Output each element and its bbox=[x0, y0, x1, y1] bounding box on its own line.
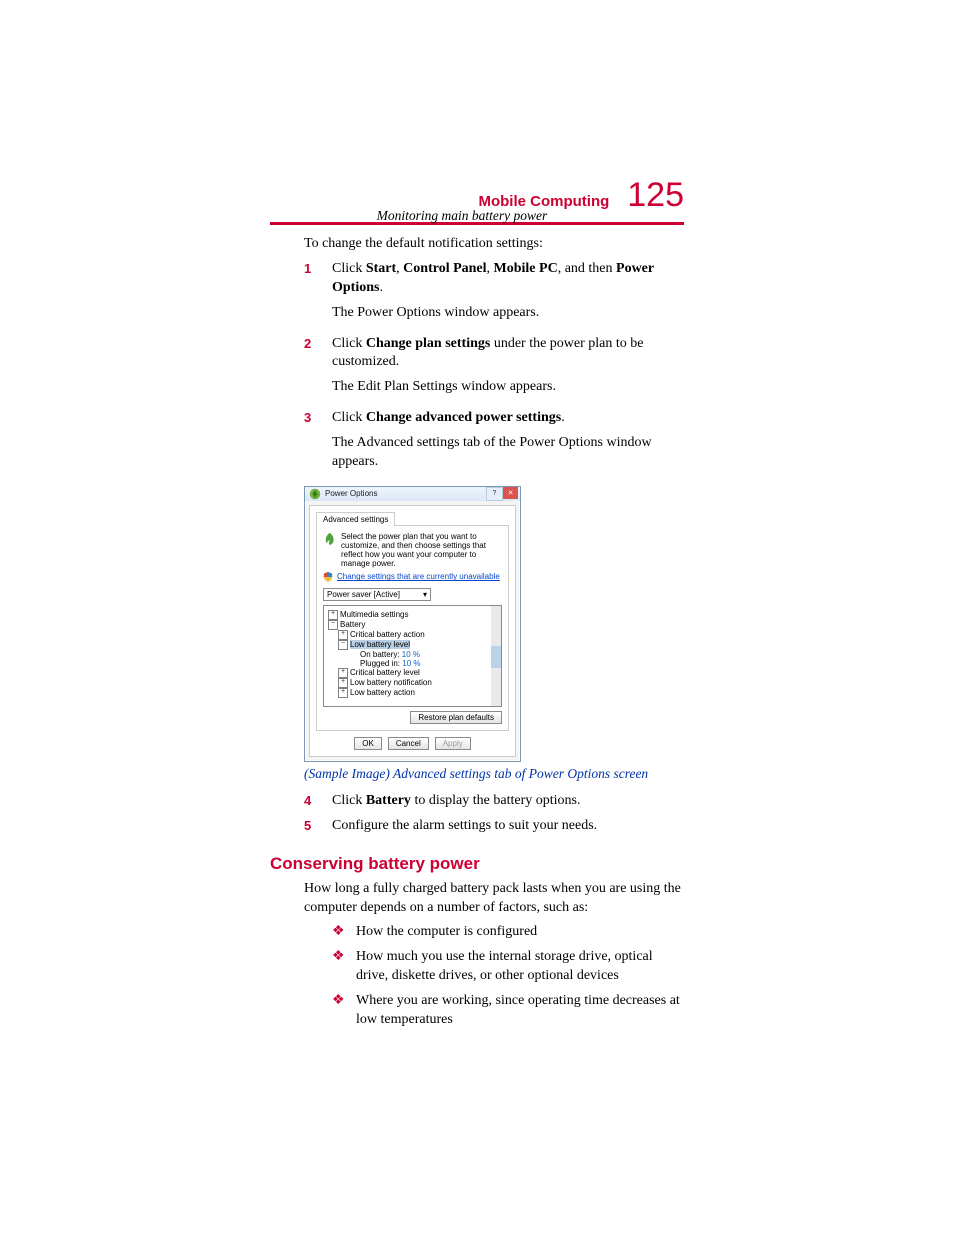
step-5: 5 Configure the alarm settings to suit y… bbox=[304, 817, 684, 836]
bullet-1: ❖ How the computer is configured bbox=[332, 923, 684, 942]
step-4: 4 Click Battery to display the battery o… bbox=[304, 792, 684, 811]
expand-icon[interactable]: + bbox=[338, 678, 348, 688]
t: to display the battery options. bbox=[411, 793, 581, 808]
scrollbar-thumb[interactable] bbox=[491, 646, 501, 668]
t: Battery bbox=[366, 793, 411, 808]
t: Change plan settings bbox=[366, 336, 490, 351]
ok-button[interactable]: OK bbox=[354, 737, 382, 750]
conserve-intro: How long a fully charged battery pack la… bbox=[304, 880, 684, 918]
step-1-after: The Power Options window appears. bbox=[332, 304, 684, 323]
tree-battery[interactable]: Battery bbox=[340, 620, 365, 629]
page-header: Mobile Computing Monitoring main battery… bbox=[377, 178, 684, 224]
bullet-2-text: How much you use the internal storage dr… bbox=[356, 948, 684, 986]
tree-multimedia[interactable]: Multimedia settings bbox=[340, 610, 408, 619]
cancel-button[interactable]: Cancel bbox=[388, 737, 429, 750]
step-3-after: The Advanced settings tab of the Power O… bbox=[332, 434, 684, 472]
step-num-4: 4 bbox=[304, 792, 332, 810]
power-options-dialog: Power Options ? ✕ Advanced settings Sele… bbox=[304, 486, 521, 762]
intro-para: To change the default notification setti… bbox=[304, 235, 684, 254]
help-button[interactable]: ? bbox=[486, 487, 503, 501]
t: . bbox=[379, 280, 383, 295]
t: Start bbox=[366, 261, 396, 276]
step-2: 2 Click Change plan settings under the p… bbox=[304, 335, 684, 404]
t: Click bbox=[332, 793, 366, 808]
shield-icon bbox=[323, 572, 333, 582]
expand-icon[interactable]: + bbox=[328, 610, 338, 620]
dialog-titlebar: Power Options ? ✕ bbox=[305, 487, 520, 501]
bullet-1-text: How the computer is configured bbox=[356, 923, 684, 942]
power-plan-select[interactable]: Power saver [Active] ▾ bbox=[323, 588, 431, 601]
expand-icon[interactable]: + bbox=[338, 630, 348, 640]
bullet-3-text: Where you are working, since operating t… bbox=[356, 992, 684, 1030]
step-3: 3 Click Change advanced power settings. … bbox=[304, 409, 684, 478]
dialog-title: Power Options bbox=[325, 489, 377, 498]
step-num-1: 1 bbox=[304, 260, 332, 278]
t: Click bbox=[332, 261, 366, 276]
chevron-down-icon: ▾ bbox=[423, 590, 427, 599]
diamond-bullet-icon: ❖ bbox=[332, 992, 356, 1011]
t: Click bbox=[332, 336, 366, 351]
close-button[interactable]: ✕ bbox=[503, 487, 518, 499]
plan-description: Select the power plan that you want to c… bbox=[341, 532, 502, 568]
t: Control Panel bbox=[403, 261, 486, 276]
plugged-in-label: Plugged in: 10 % bbox=[360, 659, 421, 668]
expand-icon[interactable]: + bbox=[338, 688, 348, 698]
uac-link[interactable]: Change settings that are currently unava… bbox=[337, 572, 500, 581]
combo-value: Power saver [Active] bbox=[327, 590, 400, 599]
bullet-3: ❖ Where you are working, since operating… bbox=[332, 992, 684, 1030]
t: , and then bbox=[558, 261, 616, 276]
tree-low-level[interactable]: Low battery level bbox=[350, 640, 410, 649]
step-1: 1 Click Start, Control Panel, Mobile PC,… bbox=[304, 260, 684, 329]
apply-button[interactable]: Apply bbox=[435, 737, 471, 750]
section-subtitle: Monitoring main battery power bbox=[377, 208, 548, 224]
t: . bbox=[561, 410, 565, 425]
expand-icon[interactable]: + bbox=[338, 668, 348, 678]
figure-caption: (Sample Image) Advanced settings tab of … bbox=[304, 766, 684, 782]
step-num-5: 5 bbox=[304, 817, 332, 835]
on-battery-label: On battery: 10 % bbox=[360, 650, 420, 659]
battery-app-icon bbox=[308, 487, 322, 501]
t: Click bbox=[332, 410, 366, 425]
diamond-bullet-icon: ❖ bbox=[332, 923, 356, 942]
step-5-text: Configure the alarm settings to suit you… bbox=[332, 817, 684, 836]
collapse-icon[interactable]: − bbox=[328, 620, 338, 630]
t: , bbox=[487, 261, 494, 276]
tree-critical-action[interactable]: Critical battery action bbox=[350, 630, 425, 639]
restore-defaults-button[interactable]: Restore plan defaults bbox=[410, 711, 502, 724]
diamond-bullet-icon: ❖ bbox=[332, 948, 356, 967]
heading-conserving: Conserving battery power bbox=[270, 854, 684, 874]
collapse-icon[interactable]: − bbox=[338, 640, 348, 650]
tab-advanced-settings[interactable]: Advanced settings bbox=[316, 512, 395, 526]
bullet-2: ❖ How much you use the internal storage … bbox=[332, 948, 684, 986]
tree-low-action[interactable]: Low battery action bbox=[350, 688, 415, 697]
figure-power-options: Power Options ? ✕ Advanced settings Sele… bbox=[304, 486, 684, 762]
tree-low-notif[interactable]: Low battery notification bbox=[350, 678, 432, 687]
settings-tree[interactable]: +Multimedia settings −Battery +Critical … bbox=[323, 605, 502, 707]
t: Change advanced power settings bbox=[366, 410, 561, 425]
step-num-3: 3 bbox=[304, 409, 332, 427]
t: Mobile PC bbox=[494, 261, 558, 276]
step-num-2: 2 bbox=[304, 335, 332, 353]
page-number: 125 bbox=[627, 178, 684, 212]
scrollbar[interactable] bbox=[491, 606, 501, 706]
step-2-after: The Edit Plan Settings window appears. bbox=[332, 378, 684, 397]
power-plan-icon bbox=[323, 532, 337, 546]
tree-critical-level[interactable]: Critical battery level bbox=[350, 668, 420, 677]
